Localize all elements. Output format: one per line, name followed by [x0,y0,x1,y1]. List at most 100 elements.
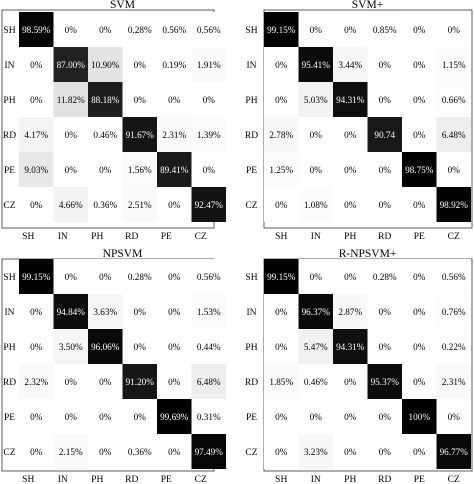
heatmap-cell [157,82,192,117]
cell-value-label: 0% [275,412,288,422]
cell-value-label: 0% [30,447,43,457]
heatmap-cell [436,294,471,329]
row-label: CZ [3,201,15,211]
cell-value-label: 0% [413,307,426,317]
cell-value-label: 2.51% [128,200,152,210]
heatmap-cell [264,399,299,434]
heatmap-cell [19,294,54,329]
panel-title: SVM+ [352,0,383,11]
cell-value-label: 0% [65,412,78,422]
cell-value-label: 0% [413,342,426,352]
cell-value-label: 0% [168,342,181,352]
cell-value-label: 0% [134,412,147,422]
cell-value-label: 0% [99,377,112,387]
heatmap-cell [191,329,226,364]
heatmap-cell [191,12,226,47]
panel-title: R-NPSVM+ [339,248,397,260]
column-label: SH [275,475,287,484]
heatmap-cell [157,294,192,329]
column-label: PE [414,232,425,242]
heatmap-cell [88,364,123,399]
heatmap-cell [436,152,471,187]
row-label: RD [3,131,16,141]
row-label: PE [246,166,257,176]
heatmap-cell [88,329,123,364]
cell-value-label: 1.39% [197,130,221,140]
heatmap-cell [264,152,299,187]
heatmap-cell [264,187,299,222]
cell-value-label: 99.15% [22,272,51,282]
cell-value-label: 0% [99,272,112,282]
heatmap-cell [436,12,471,47]
cell-value-label: 0% [344,377,357,387]
cell-value-label: 91.67% [126,130,155,140]
cell-value-label: 0% [448,412,461,422]
cell-value-label: 0% [448,25,461,35]
cell-value-label: 0% [30,200,43,210]
heatmap-cell [402,117,437,152]
column-label: SH [22,475,34,484]
row-label: CZ [245,201,257,211]
column-label: PH [344,232,356,242]
column-label: SH [22,232,34,242]
heatmap-cell [298,47,333,82]
cell-value-label: 0% [344,272,357,282]
row-label: SH [245,273,257,283]
heatmap-cell [88,187,123,222]
heatmap-cell [367,434,402,469]
heatmap-cell [19,152,54,187]
heatmap-cell [53,294,88,329]
row-label: PH [245,96,257,106]
cell-value-label: 0% [344,412,357,422]
cell-value-label: 1.15% [442,60,466,70]
cell-value-label: 0% [134,342,147,352]
cell-value-label: 0% [379,342,392,352]
cell-value-label: 0% [65,377,78,387]
cell-value-label: 0% [344,200,357,210]
cell-value-label: 1.85% [269,377,293,387]
heatmap-cell [53,187,88,222]
panel-title: SVM [110,0,135,11]
heatmap-cell [53,82,88,117]
cell-value-label: 0% [168,95,181,105]
cell-value-label: 0% [344,447,357,457]
cell-value-label: 0% [379,60,392,70]
heatmap-cell [298,259,333,294]
heatmap-cell [191,47,226,82]
cell-value-label: 0% [413,447,426,457]
cell-value-label: 0% [413,25,426,35]
heatmap-cell [264,364,299,399]
cell-value-label: 0% [99,165,112,175]
heatmap-cell [298,12,333,47]
heatmap-cell [402,434,437,469]
heatmap-cell [157,117,192,152]
cell-value-label: 0.56% [162,25,186,35]
cell-value-label: 0% [168,307,181,317]
heatmap-cell [19,187,54,222]
heatmap-cell [333,259,368,294]
column-label: RD [125,475,138,484]
heatmap-cell [402,399,437,434]
heatmap-cell [367,364,402,399]
row-label: IN [4,61,14,71]
cell-value-label: 0% [310,272,323,282]
row-label: PE [4,413,15,423]
cell-value-label: 94.84% [57,307,86,317]
cell-value-label: 0% [344,165,357,175]
cell-value-label: 0% [413,200,426,210]
cell-value-label: 0.56% [197,25,221,35]
cell-value-label: 5.47% [304,342,328,352]
heatmap-cell [122,82,157,117]
heatmap-cell [264,294,299,329]
heatmap-cell [402,329,437,364]
heatmap-cell [367,187,402,222]
heatmap-cell [298,434,333,469]
cell-value-label: 0% [379,307,392,317]
cell-value-label: 0% [379,412,392,422]
heatmap-cell [19,47,54,82]
cell-value-label: 0% [275,342,288,352]
heatmap-cell [436,434,471,469]
heatmap-cell [19,434,54,469]
heatmap-cell [88,12,123,47]
